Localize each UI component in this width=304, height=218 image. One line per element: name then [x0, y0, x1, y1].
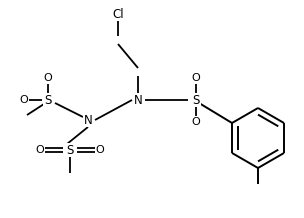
- Text: S: S: [66, 143, 74, 157]
- Text: O: O: [36, 145, 44, 155]
- Text: S: S: [44, 94, 52, 107]
- Text: O: O: [44, 73, 52, 83]
- Text: O: O: [96, 145, 104, 155]
- Text: O: O: [192, 73, 200, 83]
- Text: S: S: [192, 94, 200, 107]
- Text: Cl: Cl: [112, 7, 124, 20]
- Text: O: O: [20, 95, 28, 105]
- Text: O: O: [192, 117, 200, 127]
- Text: N: N: [84, 114, 92, 126]
- Text: N: N: [134, 94, 142, 107]
